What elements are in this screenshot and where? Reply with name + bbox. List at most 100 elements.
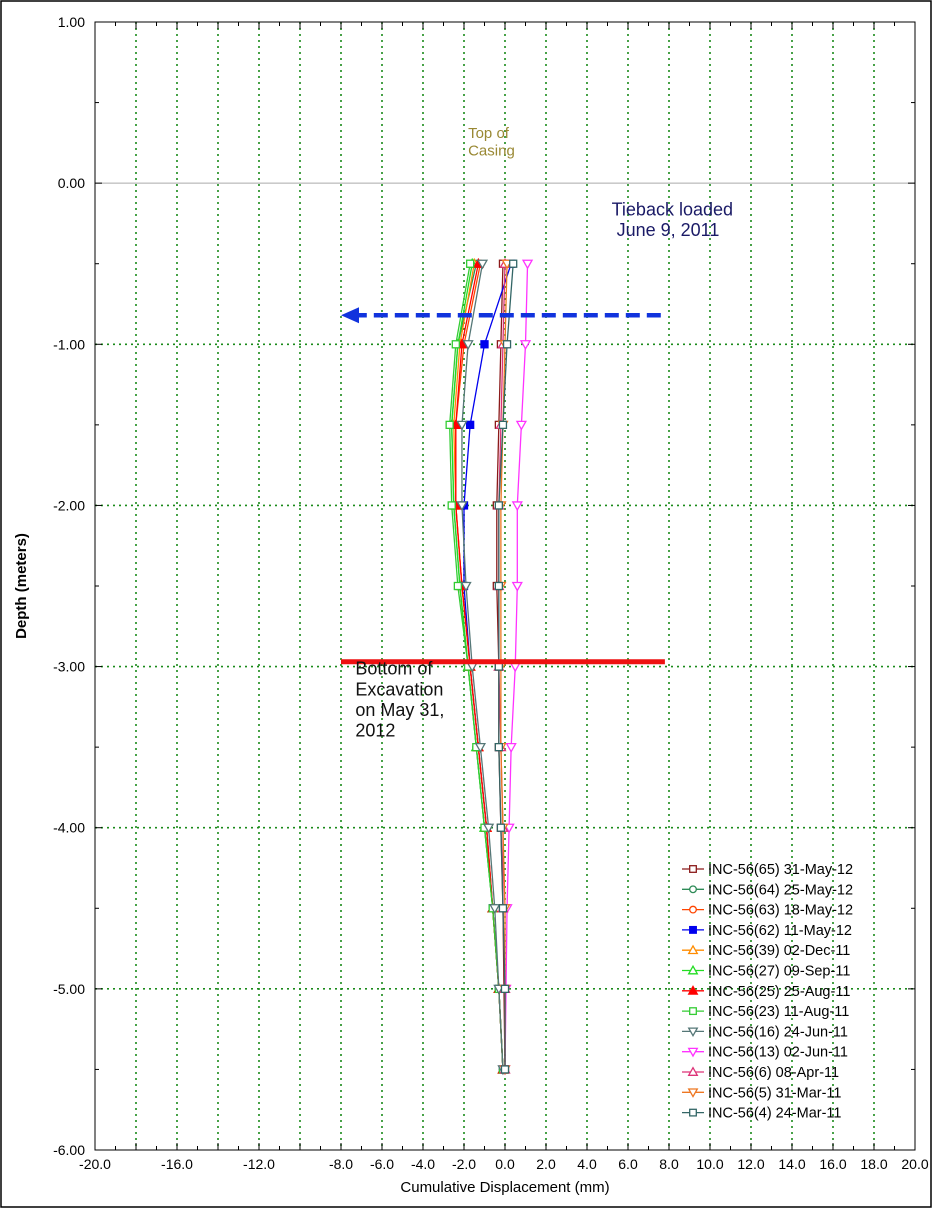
series-marker	[687, 1066, 699, 1076]
series-marker	[521, 259, 534, 270]
annotation-line: June 9, 2011	[612, 220, 720, 240]
series-marker	[500, 984, 510, 994]
series-marker	[456, 501, 468, 512]
legend-label: INC-56(23) 11-Aug-11	[708, 1004, 849, 1020]
y-tick-label: 1.00	[58, 14, 85, 30]
y-tick-label: 0.00	[58, 175, 85, 191]
series-marker	[689, 925, 697, 934]
plot-border	[94, 21, 916, 1151]
x-tick-label: 0.0	[495, 1156, 515, 1172]
series-marker	[460, 581, 472, 592]
annotation-line: Tieback loaded	[612, 199, 733, 219]
legend-entry: INC-56(27) 09-Sep-11	[682, 964, 850, 980]
annotation-text: Bottom of Excavation on May 31, 2012	[355, 659, 444, 741]
series-marker	[476, 259, 489, 270]
series-marker	[498, 420, 508, 430]
x-tick-labels: -20.0 -16.0 -12.0 -8.0 -6.0 -4.0 -2.0 0.0 2.0 4.0…	[79, 1156, 929, 1172]
legend-entry: INC-56(6) 08-Apr-11	[682, 1065, 839, 1081]
x-tick-label: 8.0	[659, 1156, 679, 1172]
series-marker	[511, 501, 523, 512]
series-marker	[509, 259, 518, 268]
x-tick-label: 20.0	[901, 1156, 928, 1172]
series-marker	[689, 905, 697, 914]
annotation-overlays: Top of Casing Tieback loaded June 9, 2011 B…	[341, 125, 733, 741]
series-marker	[494, 501, 504, 510]
y-tick-label: -1.00	[53, 336, 85, 352]
legend-label: INC-56(6) 08-Apr-11	[708, 1065, 839, 1081]
annotation-line: on May 31,	[355, 700, 444, 720]
series-marker	[482, 823, 495, 834]
x-tick-label: 6.0	[618, 1156, 638, 1172]
series-marker	[489, 904, 501, 915]
series-marker	[494, 742, 504, 752]
legend-entry: INC-56(62) 11-May-12	[682, 923, 852, 939]
series-lines	[445, 257, 534, 1076]
annotation-line: 2012	[355, 721, 395, 741]
legend-entry: INC-56(64) 25-May-12	[682, 882, 853, 898]
series-marker	[505, 742, 517, 753]
legend-label: INC-56(16) 24-Jun-11	[708, 1024, 848, 1040]
series-marker	[502, 340, 512, 349]
legend-label: INC-56(5) 31-Mar-11	[708, 1085, 842, 1101]
legend-entry: INC-56(63) 18-May-12	[682, 903, 853, 919]
legend: INC-56(65) 31-May-12 INC-56(64) 25-May-12…	[682, 862, 853, 1122]
x-tick-label: 16.0	[819, 1156, 846, 1172]
legend-label: INC-56(4) 24-Mar-11	[708, 1106, 842, 1122]
series-marker	[447, 501, 456, 510]
y-tick-label: -4.00	[53, 820, 85, 836]
legend-label: INC-56(27) 09-Sep-11	[708, 964, 850, 980]
series-marker	[465, 259, 475, 268]
x-tick-label: -6.0	[370, 1156, 394, 1172]
series-marker	[511, 581, 523, 592]
legend-label: INC-56(65) 31-May-12	[708, 862, 853, 878]
series-marker	[687, 944, 699, 955]
series-marker	[462, 340, 474, 351]
series-marker	[451, 340, 460, 349]
series-marker	[456, 420, 468, 431]
series-marker	[445, 420, 454, 430]
x-tick-label: 18.0	[860, 1156, 887, 1172]
x-tick-label: -2.0	[452, 1156, 476, 1172]
y-tick-labels: 1.00 0.00 -1.00 -2.00 -3.00 -4.00 -5.00 -6.00	[53, 14, 85, 1158]
series-marker	[689, 1007, 697, 1016]
x-tick-label: 2.0	[536, 1156, 556, 1172]
series-marker	[453, 581, 463, 591]
series-marker	[687, 964, 699, 975]
series-marker	[498, 904, 508, 913]
legend-label: INC-56(63) 18-May-12	[708, 903, 853, 919]
series-marker	[687, 1088, 699, 1098]
legend-entry: INC-56(4) 24-Mar-11	[682, 1106, 842, 1122]
x-tick-label: 10.0	[696, 1156, 723, 1172]
legend-label: INC-56(62) 11-May-12	[708, 923, 852, 939]
annotation-line: Casing	[468, 142, 515, 159]
annotation-line: Bottom of	[355, 659, 433, 679]
legend-entry: INC-56(65) 31-May-12	[682, 862, 853, 878]
series-marker	[480, 340, 489, 349]
series-marker	[689, 1108, 697, 1117]
y-tick-label: -3.00	[53, 659, 85, 675]
x-tick-label: -4.0	[411, 1156, 435, 1172]
y-tick-label: -6.00	[53, 1142, 85, 1158]
x-tick-label: -8.0	[329, 1156, 353, 1172]
series-marker	[496, 823, 506, 832]
y-axis-label: Depth (meters)	[13, 533, 30, 639]
x-tick-label: -20.0	[79, 1156, 111, 1172]
legend-entry: INC-56(25) 25-Aug-11	[682, 984, 850, 1000]
x-tick-label: 12.0	[737, 1156, 764, 1172]
x-tick-label: -16.0	[161, 1156, 193, 1172]
series-marker	[465, 420, 475, 430]
series-marker	[515, 420, 528, 431]
series-marker	[519, 340, 532, 351]
legend-entry: INC-56(39) 02-Dec-11	[682, 943, 850, 959]
series-marker	[500, 1065, 510, 1074]
y-tick-label: -2.00	[53, 497, 85, 513]
series-marker	[687, 1047, 699, 1058]
y-tick-label: -5.00	[53, 981, 85, 997]
annotation-text: Top of Casing	[468, 125, 515, 159]
series-group	[494, 259, 518, 1074]
legend-label: INC-56(39) 02-Dec-11	[708, 943, 850, 959]
annotation-line: Top of	[468, 125, 510, 142]
legend-entry: INC-56(23) 11-Aug-11	[682, 1004, 849, 1020]
